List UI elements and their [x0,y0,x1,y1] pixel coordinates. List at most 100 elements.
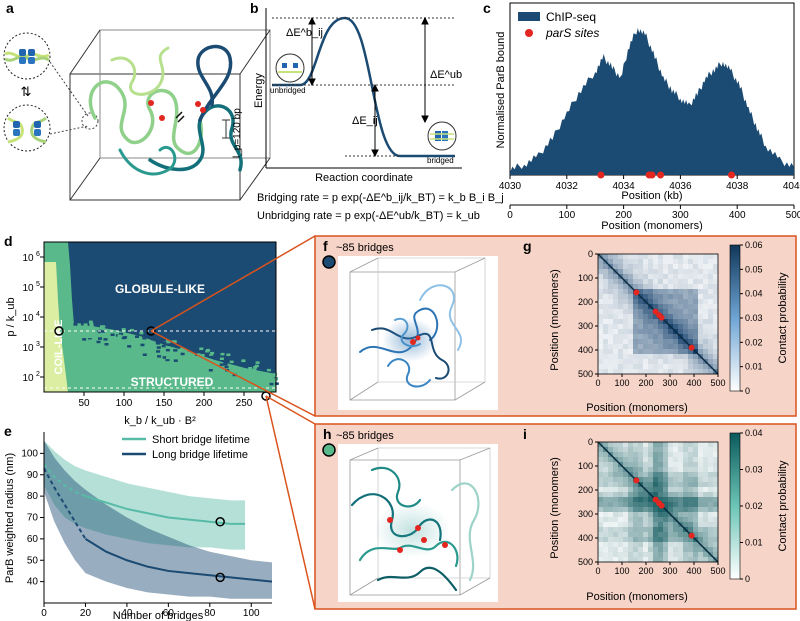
delta-e-ij: ΔE_ij [352,115,378,127]
parb-protein [435,131,441,141]
contact-cell [633,522,639,528]
contact-cell [708,452,714,458]
phase-pixel [208,369,213,372]
contact-cell [703,369,709,375]
contact-cell [648,502,654,508]
contact-cell [688,542,694,548]
contact-cell [698,532,704,538]
contact-cell [648,477,654,483]
contact-cell [623,334,629,340]
contact-cell [618,537,624,543]
contact-cell [618,319,624,325]
phase-pixel [157,355,162,358]
contact-cell [623,269,629,275]
contact-cell [618,492,624,498]
pars-sites [597,171,736,179]
contact-cell [633,537,639,543]
contact-cell [623,477,629,483]
phase-pixel [269,382,274,386]
contact-cell [698,472,704,478]
contact-cell [663,369,669,375]
tick-label: 60 [27,534,39,545]
contact-cell [688,552,694,558]
contact-cell [663,259,669,265]
contact-cell [623,552,629,558]
contact-cell [698,264,704,270]
phase-pixel [266,368,271,372]
contact-cell [708,547,714,553]
phase-pixel [215,366,219,369]
dna-strand [7,116,24,144]
contact-cell [643,259,649,265]
contact-cell [708,314,714,320]
tick-label: 400 [729,210,746,221]
phase-pixel [135,343,140,347]
contact-cell [693,259,699,265]
phase-pixel [252,379,257,382]
panel-i-label: i [523,426,527,442]
phase-pixel [96,340,101,344]
tick-label: 200 [615,210,632,221]
contact-cell [688,329,694,335]
contact-cell [693,552,699,558]
contact-cell [683,492,689,498]
tick-label: 200 [638,566,653,576]
contact-cell [683,254,689,260]
contact-cell [603,512,609,518]
contact-cell [633,527,639,533]
contact-cell [628,254,634,260]
contact-cell [698,299,704,305]
contact-cell [648,264,654,270]
contact-cell [713,254,719,260]
contact-cell [608,477,614,483]
contact-cell [638,447,644,453]
contact-cell [628,517,634,523]
contact-cell [648,274,654,280]
contact-cell [638,512,644,518]
contact-cell [688,314,694,320]
phase-pixel [172,344,177,347]
contact-cell [628,264,634,270]
tick-label: 70 [27,513,39,524]
contact-cell [688,259,694,265]
panel-b: b Energy Reaction coordinate ΔE^b_ij ΔE_… [250,0,504,222]
tick-label: 300 [672,210,689,221]
contact-cell [653,502,659,508]
contact-cell [598,497,604,503]
contact-cell [603,457,609,463]
contact-cell [598,532,604,538]
contact-cell [663,329,669,335]
phase-pixel [172,351,176,354]
contact-cell [638,299,644,305]
phase-pixel [103,338,108,341]
phase-pixel [223,363,228,366]
contact-cell [668,502,674,508]
contact-cell [628,354,634,360]
contact-cell [708,492,714,498]
contact-cell [673,264,679,270]
globule-marker[interactable] [146,326,156,336]
contact-cell [668,369,674,375]
contact-cell [698,289,704,295]
contact-cell [678,269,684,275]
contact-cell [618,309,624,315]
phase-pixel [256,371,261,374]
contact-cell [603,477,609,483]
phase-pixel [162,356,167,359]
contact-cell [673,369,679,375]
coil-marker[interactable] [54,326,64,336]
contact-cell [683,334,689,340]
legend-pars-label: parS sites [545,26,599,40]
tick-label: 40 [121,608,133,619]
contact-cell [643,542,649,548]
contact-cell [653,259,659,265]
contact-cell [703,269,709,275]
parb-protein [282,63,287,68]
contact-cell [693,269,699,275]
contact-cell [663,309,669,315]
contact-cell [678,259,684,265]
unbridged-zoom-circle [3,104,51,152]
contact-cell [613,324,619,330]
contact-cell [618,329,624,335]
contact-cell [683,497,689,503]
